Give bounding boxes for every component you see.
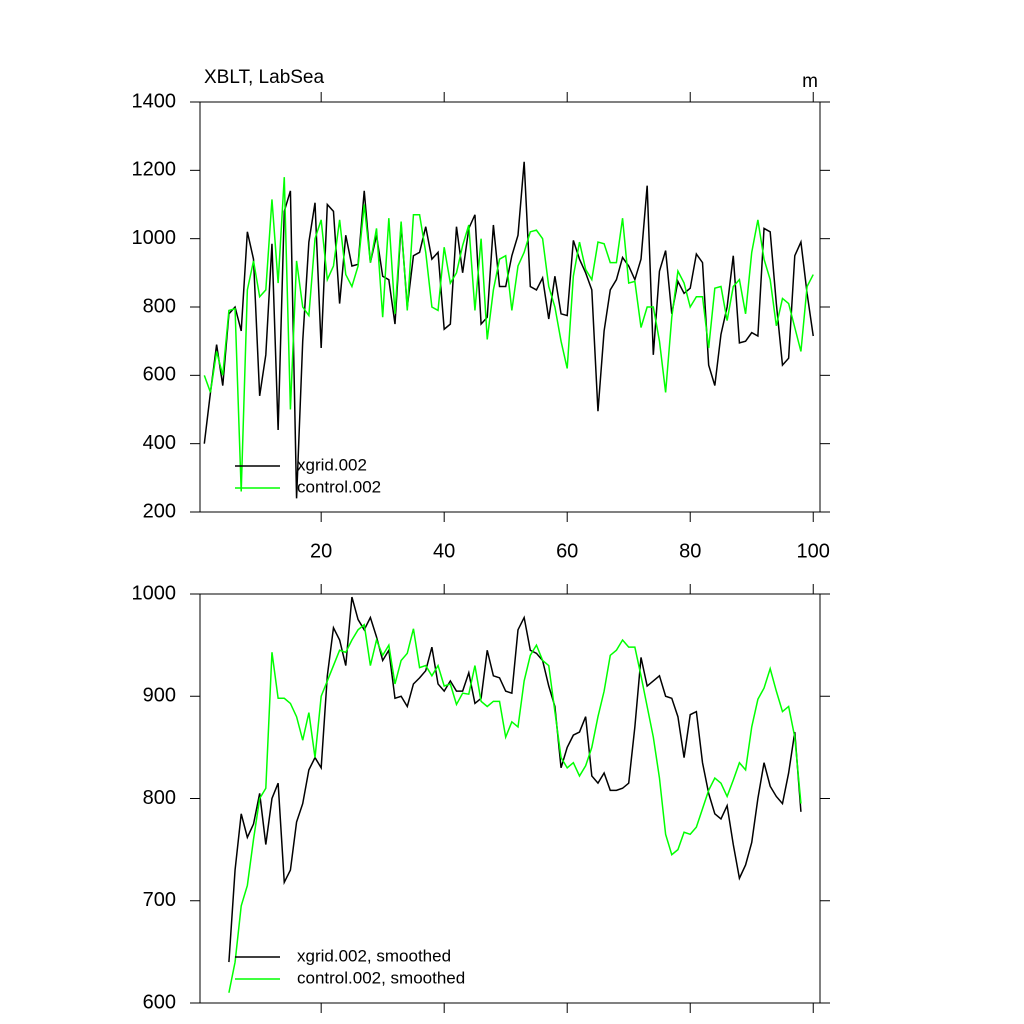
series-line [203,177,814,492]
y-tick-label: 900 [143,685,176,707]
x-tick-label: 40 [433,540,455,562]
y-tick-label: 1200 [132,159,177,181]
y-tick-label: 1000 [132,582,177,604]
y-tick-label: 600 [143,364,176,386]
x-tick-label: 80 [679,540,701,562]
y-tick-label: 600 [143,991,176,1013]
series-line [228,596,802,963]
series-line [228,623,802,993]
legend-label: control.002, smoothed [297,968,465,987]
y-tick-label: 700 [143,889,176,911]
legend-label: xgrid.002, smoothed [297,946,451,965]
y-tick-label: 200 [143,500,176,522]
legend-label: xgrid.002 [297,455,367,474]
series-line [203,161,814,499]
y-tick-label: 400 [143,432,176,454]
y-tick-label: 800 [143,295,176,317]
x-tick-label: 20 [310,540,332,562]
x-tick-label: 100 [797,540,830,562]
x-tick-label: 60 [556,540,578,562]
y-tick-label: 800 [143,787,176,809]
legend-label: control.002 [297,477,381,496]
units-label: m [802,71,818,92]
y-tick-label: 1000 [132,227,177,249]
y-tick-label: 1400 [132,90,177,112]
plot-frame [199,593,821,1004]
chart-title: XBLT, LabSea [204,67,325,88]
